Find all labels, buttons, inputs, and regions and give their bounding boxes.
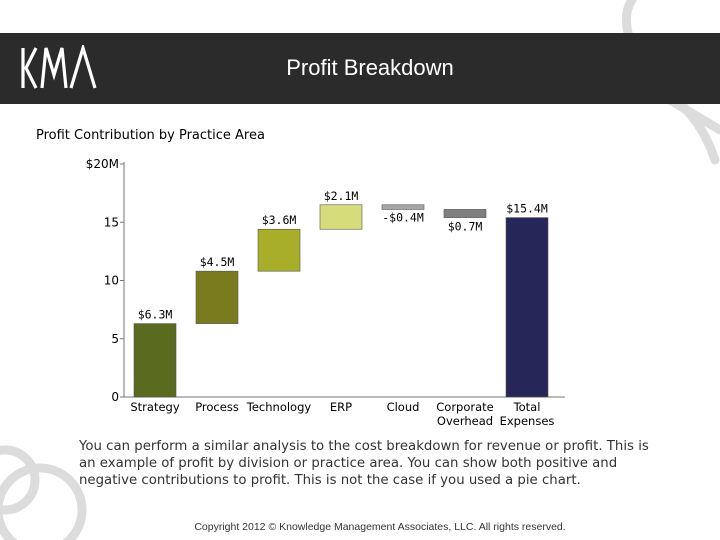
header-bar: Profit Breakdown bbox=[0, 33, 720, 104]
x-tick-label: Strategy bbox=[130, 400, 179, 414]
x-tick-label: Cloud bbox=[387, 400, 420, 414]
bar-6 bbox=[505, 217, 549, 398]
x-tick-label: Expenses bbox=[500, 414, 555, 428]
bar-2 bbox=[257, 228, 301, 272]
bar-1 bbox=[195, 270, 239, 324]
x-tick-label: Process bbox=[195, 400, 239, 414]
bar-value-label: $15.4M bbox=[506, 202, 548, 216]
x-tick-label: ERP bbox=[330, 400, 352, 414]
bar-value-label: $3.6M bbox=[262, 213, 297, 227]
x-tick-label: Total bbox=[513, 400, 541, 414]
bar-0 bbox=[133, 323, 177, 398]
bar-value-label: $6.3M bbox=[138, 308, 173, 322]
chart-title: Profit Contribution by Practice Area bbox=[36, 128, 265, 143]
y-tick-label: 0 bbox=[111, 390, 119, 404]
description-text: You can perform a similar analysis to th… bbox=[79, 439, 649, 488]
bar-4 bbox=[381, 204, 425, 210]
bar-value-label: $0.7M bbox=[448, 220, 483, 234]
bar-value-label: -$0.4M bbox=[382, 210, 424, 224]
bar-3 bbox=[319, 204, 363, 230]
y-tick-label: 10 bbox=[104, 274, 119, 288]
bar-5 bbox=[443, 209, 487, 218]
y-tick-label: 5 bbox=[111, 332, 119, 346]
x-tick-label: Corporate bbox=[436, 400, 494, 414]
copyright-footer: Copyright 2012 © Knowledge Management As… bbox=[194, 521, 566, 533]
kma-logo-icon bbox=[21, 45, 97, 89]
bar-value-label: $2.1M bbox=[324, 189, 359, 203]
y-tick-label: 15 bbox=[104, 215, 119, 229]
page-title: Profit Breakdown bbox=[286, 55, 454, 80]
x-tick-label: Technology bbox=[246, 400, 312, 414]
y-tick-label: $20M bbox=[86, 157, 119, 171]
x-tick-label: Overhead bbox=[437, 414, 493, 428]
bar-value-label: $4.5M bbox=[200, 255, 235, 269]
